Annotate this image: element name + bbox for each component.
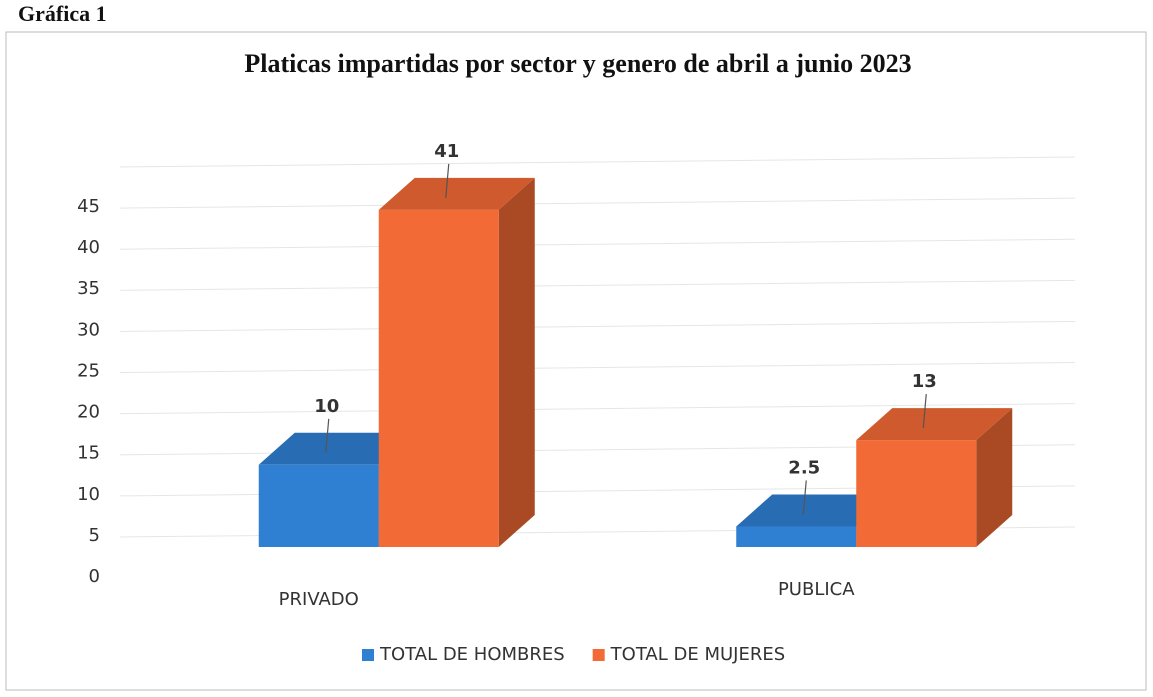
y-tick-label: 30 [77, 319, 100, 340]
grid-line [119, 403, 1076, 415]
bar-top [258, 432, 415, 465]
leader-line [802, 480, 807, 515]
grid-line [119, 156, 1076, 168]
bar-top [856, 408, 1013, 441]
bar [258, 464, 379, 547]
grid-line [119, 320, 1076, 332]
y-tick-label: 25 [77, 360, 100, 381]
leader-line [922, 394, 927, 429]
y-tick-label: 40 [77, 237, 100, 258]
chart-border [5, 31, 1147, 691]
legend-swatch [362, 649, 374, 661]
data-label: 41 [434, 141, 459, 162]
figure-label: Gráfica 1 [18, 1, 107, 26]
x-tick-label: PUBLICA [778, 579, 855, 600]
y-tick-label: 5 [89, 525, 100, 546]
legend-label: TOTAL DE HOMBRES [379, 644, 565, 665]
y-tick-label: 35 [77, 278, 100, 299]
y-tick-label: 0 [89, 566, 100, 587]
bar-side [498, 177, 535, 547]
bar [856, 440, 977, 547]
y-tick-label: 15 [77, 443, 100, 464]
legend-swatch [592, 649, 605, 661]
data-label: 13 [912, 371, 937, 392]
bar-top [378, 177, 535, 210]
leader-line [325, 418, 330, 453]
data-label: 2.5 [788, 457, 820, 478]
chart-title: Platicas impartidas por sector y genero … [244, 49, 911, 78]
grid-line [119, 197, 1076, 209]
data-label: 10 [314, 396, 339, 417]
grid-line [119, 279, 1076, 291]
bar-top [736, 494, 893, 527]
y-tick-label: 20 [77, 402, 100, 423]
x-tick-label: PRIVADO [279, 589, 359, 610]
bar-side [976, 408, 1013, 547]
legend-label: TOTAL DE MUJERES [610, 644, 785, 665]
bar [378, 209, 499, 547]
bar [736, 526, 857, 547]
leader-line [445, 163, 450, 198]
grid-line [119, 238, 1076, 250]
y-tick-label: 45 [77, 196, 100, 217]
grid-line [119, 362, 1076, 374]
y-tick-label: 10 [77, 484, 100, 505]
